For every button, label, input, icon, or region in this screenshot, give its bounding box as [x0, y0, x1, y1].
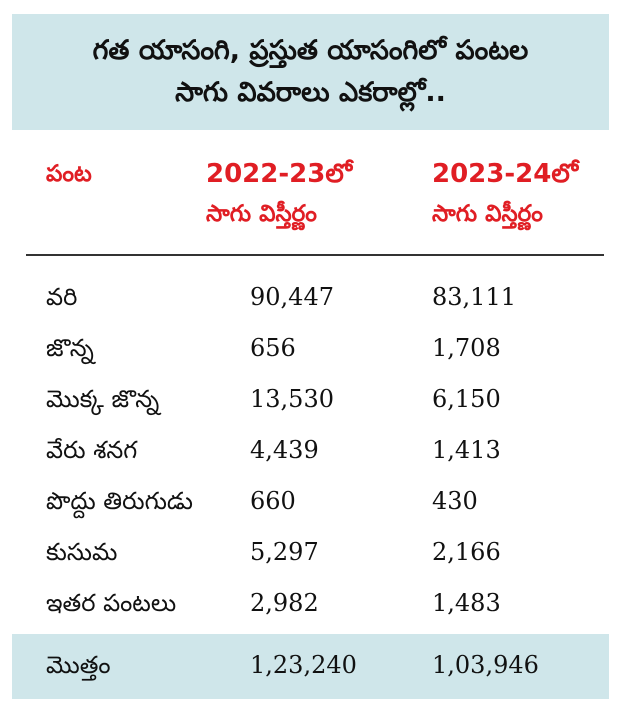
row-crop: మొక్క జొన్న [46, 385, 160, 413]
row-crop: కుసుమ [46, 538, 118, 566]
row-2023-24-value: 2,166 [432, 538, 501, 566]
table-row: వేరు శనగ 4,439 1,413 [12, 425, 609, 475]
total-row: మొత్తం 1,23,240 1,03,946 [12, 640, 609, 690]
table-row: జొన్న 656 1,708 [12, 323, 609, 373]
total-row-band: మొత్తం 1,23,240 1,03,946 [12, 634, 609, 699]
row-2022-23-value: 13,530 [250, 385, 334, 413]
total-2022-23-value: 1,23,240 [250, 651, 357, 679]
header-2022-23-sub: సాగు విస్తీర్ణం [206, 201, 317, 227]
title-line-2: సాగు వివరాలు ఎకరాల్లో.. [175, 77, 446, 108]
header-2023-24-year: 2023-24లో [432, 159, 579, 189]
header-2022-23: 2022-23లో సాగు విస్తీర్ణం [206, 154, 352, 234]
row-crop: వరి [46, 283, 78, 311]
row-2022-23-value: 660 [250, 487, 296, 515]
row-crop: పొద్దు తిరుగుడు [46, 487, 193, 515]
header-2023-24-sub: సాగు విస్తీర్ణం [432, 201, 543, 227]
header-divider [26, 254, 604, 256]
header-2022-23-year: 2022-23లో [206, 159, 353, 189]
total-label: మొత్తం [46, 651, 111, 679]
table-row: పొద్దు తిరుగుడు 660 430 [12, 476, 609, 526]
crop-area-table-card: గత యాసంగి, ప్రస్తుత యాసంగిలో పంటల సాగు వ… [12, 14, 609, 699]
row-crop: ఇతర పంటలు [46, 589, 177, 617]
title-line-1: గత యాసంగి, ప్రస్తుత యాసంగిలో పంటల [92, 35, 529, 66]
row-2023-24-value: 1,483 [432, 589, 501, 617]
row-2022-23-value: 4,439 [250, 436, 319, 464]
row-2022-23-value: 2,982 [250, 589, 319, 617]
row-2022-23-value: 656 [250, 334, 296, 362]
row-2023-24-value: 1,708 [432, 334, 501, 362]
header-2023-24: 2023-24లో సాగు విస్తీర్ణం [432, 154, 578, 234]
table-row: వరి 90,447 83,111 [12, 272, 609, 322]
table-header: పంట 2022-23లో సాగు విస్తీర్ణం 2023-24లో … [12, 154, 609, 248]
row-2022-23-value: 90,447 [250, 283, 334, 311]
table-row: ఇతర పంటలు 2,982 1,483 [12, 578, 609, 628]
row-2023-24-value: 430 [432, 487, 478, 515]
table-row: కుసుమ 5,297 2,166 [12, 527, 609, 577]
table-row: మొక్క జొన్న 13,530 6,150 [12, 374, 609, 424]
total-2023-24-value: 1,03,946 [432, 651, 539, 679]
title-banner: గత యాసంగి, ప్రస్తుత యాసంగిలో పంటల సాగు వ… [12, 14, 609, 130]
header-crop: పంట [46, 161, 92, 187]
row-crop: వేరు శనగ [46, 436, 138, 464]
row-2023-24-value: 6,150 [432, 385, 501, 413]
row-2022-23-value: 5,297 [250, 538, 319, 566]
row-2023-24-value: 1,413 [432, 436, 501, 464]
row-2023-24-value: 83,111 [432, 283, 516, 311]
row-crop: జొన్న [46, 334, 94, 362]
